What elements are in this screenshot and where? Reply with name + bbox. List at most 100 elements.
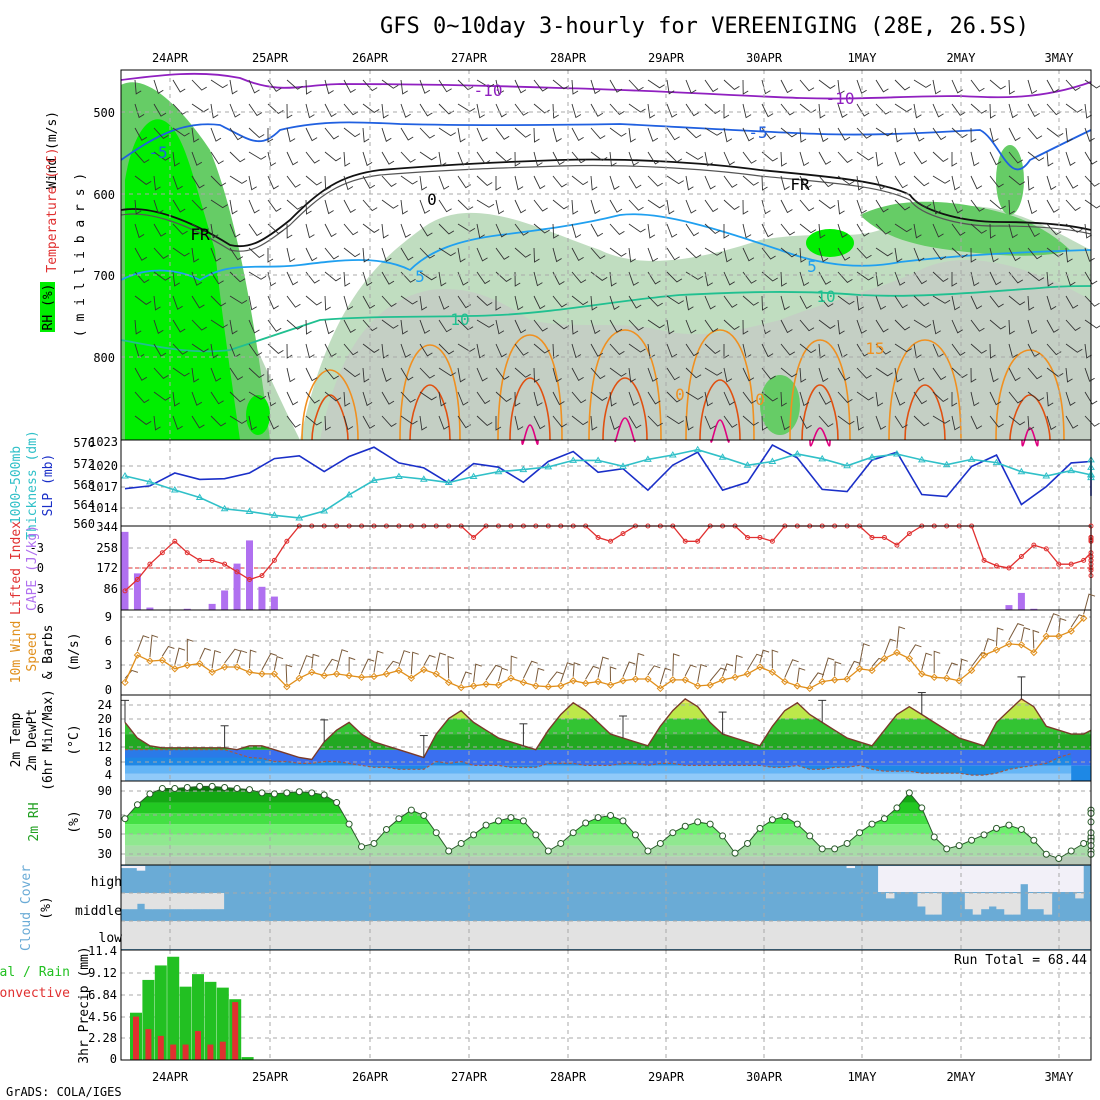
upper-barb — [381, 103, 389, 119]
upper-barb — [799, 151, 810, 167]
contour-label: 0 — [755, 390, 765, 409]
upper-barb — [305, 79, 312, 95]
cloud-clear-segment — [499, 921, 509, 949]
upper-barb — [476, 223, 485, 239]
upper-barb — [590, 151, 608, 161]
upper-barb — [609, 391, 617, 407]
cloud-clear-segment — [941, 866, 950, 892]
upper-barb — [590, 295, 598, 311]
cape-bar — [1005, 605, 1013, 610]
upper-barb — [343, 295, 354, 311]
upper-barb — [552, 343, 559, 359]
lifted-index-marker — [682, 538, 688, 544]
cloud-clear-segment — [515, 921, 524, 949]
cloud-clear-segment — [168, 893, 177, 910]
upper-barb — [305, 127, 318, 142]
rh-mid-spot — [996, 145, 1024, 215]
date-label-top: 3MAY — [1045, 51, 1075, 65]
rh-marker — [943, 845, 951, 853]
cloud-clear-segment — [917, 866, 926, 892]
wind-barb — [946, 662, 958, 675]
contour-label: FR — [190, 225, 210, 244]
rh-marker — [656, 839, 664, 847]
cloud-clear-segment — [199, 893, 209, 910]
wind-barb — [896, 626, 906, 649]
wind-speed-marker — [980, 651, 988, 659]
wind-barb — [1045, 613, 1060, 633]
upper-barb — [913, 127, 925, 142]
upper-barb — [495, 247, 510, 260]
cloud-clear-segment — [286, 921, 296, 949]
cloud-clear-segment — [294, 921, 303, 949]
cape-tick: 258 — [96, 541, 118, 555]
upper-barb — [590, 391, 608, 401]
upper-barb — [837, 103, 848, 118]
wind-barb — [821, 657, 835, 678]
lifted-index-marker — [209, 557, 215, 563]
upper-barb — [647, 367, 659, 382]
upper-barb — [1046, 367, 1064, 377]
ylabel-rh: RH (%) — [41, 284, 56, 331]
upper-barb — [913, 343, 922, 359]
upper-barb — [533, 79, 548, 92]
upper-barb — [609, 247, 627, 257]
contour-10 — [120, 285, 1092, 353]
wind-barb — [1032, 629, 1040, 649]
cloud-clear-segment — [428, 921, 438, 949]
ylabel-total-rain: Total / Rain — [0, 965, 70, 980]
upper-barb — [571, 415, 589, 426]
upper-barb — [381, 247, 392, 262]
rh-band — [125, 856, 1091, 865]
upper-barb — [229, 223, 241, 238]
upper-barb — [742, 223, 752, 239]
cloud-clear-segment — [759, 921, 769, 949]
cloud-clear-segment — [956, 921, 966, 949]
date-label-top: 24APR — [152, 51, 189, 65]
wind-barb — [386, 660, 400, 671]
wind-barb — [684, 664, 697, 677]
cloud-clear-segment — [988, 866, 997, 892]
rh-marker — [993, 824, 1000, 832]
thickness-tick: 572 — [73, 457, 95, 471]
ylabel-temperature: Temperature (°C) — [45, 147, 60, 272]
upper-barb — [362, 127, 370, 143]
upper-barb — [248, 223, 263, 237]
cloud-clear-segment — [1035, 921, 1045, 949]
wind-speed-marker — [146, 657, 154, 665]
pressure-tick-label: 800 — [93, 351, 115, 365]
upper-barb — [495, 79, 505, 95]
upper-barb — [1027, 343, 1040, 358]
upper-barb — [742, 247, 755, 262]
upper-barb — [856, 367, 872, 379]
upper-barb — [476, 79, 495, 88]
upper-barb — [134, 247, 148, 261]
upper-barb — [913, 223, 922, 239]
thickness-tick: 568 — [73, 478, 95, 492]
cloud-clear-segment — [870, 921, 879, 949]
upper-barb — [1027, 199, 1038, 215]
upper-barb — [362, 415, 376, 429]
thickness-marker — [917, 455, 926, 463]
wind-speed-marker — [1042, 632, 1051, 640]
precipitation-panel: 11.4 9.12 6.84 4.56 2.28 0 Total / Rain Conve… — [0, 944, 1092, 1066]
cloud-clear-segment — [972, 893, 982, 915]
upper-barb — [837, 151, 853, 163]
upper-barb — [723, 415, 738, 428]
rh-marker — [482, 821, 490, 829]
thickness-marker — [868, 453, 876, 460]
upper-barb — [761, 247, 776, 260]
upper-barb — [476, 295, 493, 307]
upper-barb — [742, 319, 749, 335]
upper-barb — [362, 223, 380, 233]
cloud-clear-segment — [885, 893, 895, 899]
rh-marker — [706, 820, 714, 828]
contour-20-bump — [699, 379, 741, 441]
upper-barb — [191, 319, 207, 331]
upper-barb — [191, 415, 205, 429]
upper-barb — [191, 271, 203, 286]
upper-barb — [647, 319, 665, 329]
chart-title: GFS 0~10day 3-hourly for VEREENIGING (28… — [380, 14, 1029, 39]
lifted-index-marker — [222, 561, 228, 567]
upper-barb — [552, 319, 570, 330]
